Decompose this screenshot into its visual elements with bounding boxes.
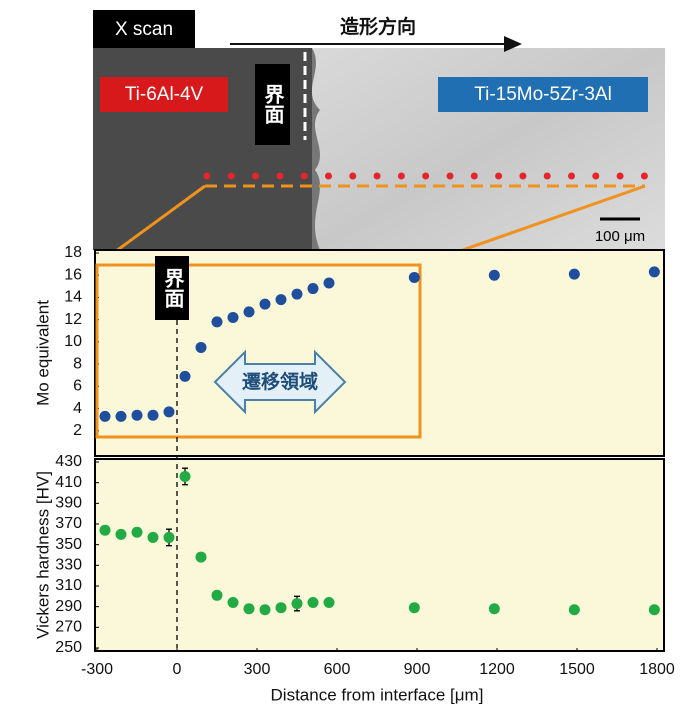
y-tick-label: 8 [73, 355, 82, 372]
data-point [180, 371, 191, 382]
data-point [276, 294, 287, 305]
red-dot [252, 173, 259, 180]
data-point [260, 299, 271, 310]
data-point [308, 597, 319, 608]
data-point [292, 598, 303, 609]
data-point [212, 316, 223, 327]
scale-bar-label: 100 μm [595, 228, 645, 245]
data-point [100, 411, 111, 422]
y-axis-title: Mo equivalent [33, 300, 52, 406]
red-dot [617, 173, 624, 180]
left-alloy-label: Ti-6Al-4V [125, 84, 204, 105]
data-point [164, 532, 175, 543]
data-point [244, 603, 255, 614]
right-alloy-label: Ti-15Mo-5Zr-3Al [474, 84, 612, 105]
red-dot [374, 173, 381, 180]
y-axis-title: Vickers hardness [HV] [33, 471, 52, 639]
x-tick-label: 0 [173, 661, 182, 678]
red-dot [544, 173, 551, 180]
data-point [100, 525, 111, 536]
red-dot [422, 173, 429, 180]
x-tick-label: 300 [244, 661, 271, 678]
data-point [324, 597, 335, 608]
data-point [116, 411, 127, 422]
x-tick-label: 1800 [639, 661, 675, 678]
x-axis-title: Distance from interface [μm] [271, 685, 484, 704]
y-tick-label: 250 [55, 639, 82, 656]
data-point [244, 306, 255, 317]
data-point [308, 283, 319, 294]
data-point [148, 410, 159, 421]
y-tick-label: 290 [55, 598, 82, 615]
x-tick-label: 600 [324, 661, 351, 678]
data-point [569, 269, 580, 280]
y-tick-label: 6 [73, 378, 82, 395]
red-dot [447, 173, 454, 180]
x-tick-label: -300 [81, 661, 113, 678]
data-point [489, 603, 500, 614]
red-dot [204, 173, 211, 180]
y-tick-label: 18 [64, 244, 82, 261]
red-dot [471, 173, 478, 180]
data-point [324, 278, 335, 289]
plot-area [95, 459, 664, 651]
red-dot [592, 173, 599, 180]
red-dot [228, 173, 235, 180]
data-point [164, 406, 175, 417]
red-dot [495, 173, 502, 180]
y-tick-label: 270 [55, 619, 82, 636]
data-point [649, 266, 660, 277]
y-tick-label: 410 [55, 474, 82, 491]
data-point [196, 342, 207, 353]
data-point [260, 604, 271, 615]
data-point [409, 272, 420, 283]
red-dot [568, 173, 575, 180]
data-point [228, 312, 239, 323]
y-tick-label: 2 [73, 422, 82, 439]
red-dot [398, 173, 405, 180]
y-tick-label: 390 [55, 495, 82, 512]
x-tick-label: 1500 [559, 661, 595, 678]
transition-annotation: 遷移領域 [242, 370, 318, 393]
y-tick-label: 10 [64, 333, 82, 350]
y-tick-label: 12 [64, 311, 82, 328]
y-tick-label: 430 [55, 453, 82, 470]
data-point [569, 604, 580, 615]
data-point [228, 597, 239, 608]
data-point [132, 527, 143, 538]
data-point [292, 289, 303, 300]
data-point [409, 602, 420, 613]
data-point [148, 532, 159, 543]
y-tick-label: 4 [73, 400, 82, 417]
data-point [132, 410, 143, 421]
figure: X scan 造形方向 Ti-6Al-4V 界面 Ti-15Mo-5Zr-3Al… [0, 0, 694, 715]
data-point [649, 604, 660, 615]
red-dot [301, 173, 308, 180]
data-point [196, 552, 207, 563]
data-point [180, 471, 191, 482]
y-tick-label: 310 [55, 577, 82, 594]
interface-label: 界面 [261, 84, 284, 124]
scan-label: X scan [115, 19, 173, 40]
red-dot [349, 173, 356, 180]
y-tick-label: 14 [64, 289, 82, 306]
red-dot [519, 173, 526, 180]
red-dot [641, 173, 648, 180]
y-tick-label: 16 [64, 266, 82, 283]
red-dot [325, 173, 332, 180]
interface-annotation: 界面 [161, 268, 184, 308]
y-tick-label: 350 [55, 536, 82, 553]
y-tick-label: 330 [55, 557, 82, 574]
red-dot [276, 173, 283, 180]
micrograph: X scan 造形方向 Ti-6Al-4V 界面 Ti-15Mo-5Zr-3Al… [93, 10, 665, 250]
direction-label: 造形方向 [340, 15, 416, 38]
x-tick-label: 900 [404, 661, 431, 678]
data-point [116, 529, 127, 540]
x-tick-label: 1200 [479, 661, 515, 678]
data-point [212, 590, 223, 601]
data-point [276, 602, 287, 613]
data-point [489, 270, 500, 281]
y-tick-label: 370 [55, 515, 82, 532]
